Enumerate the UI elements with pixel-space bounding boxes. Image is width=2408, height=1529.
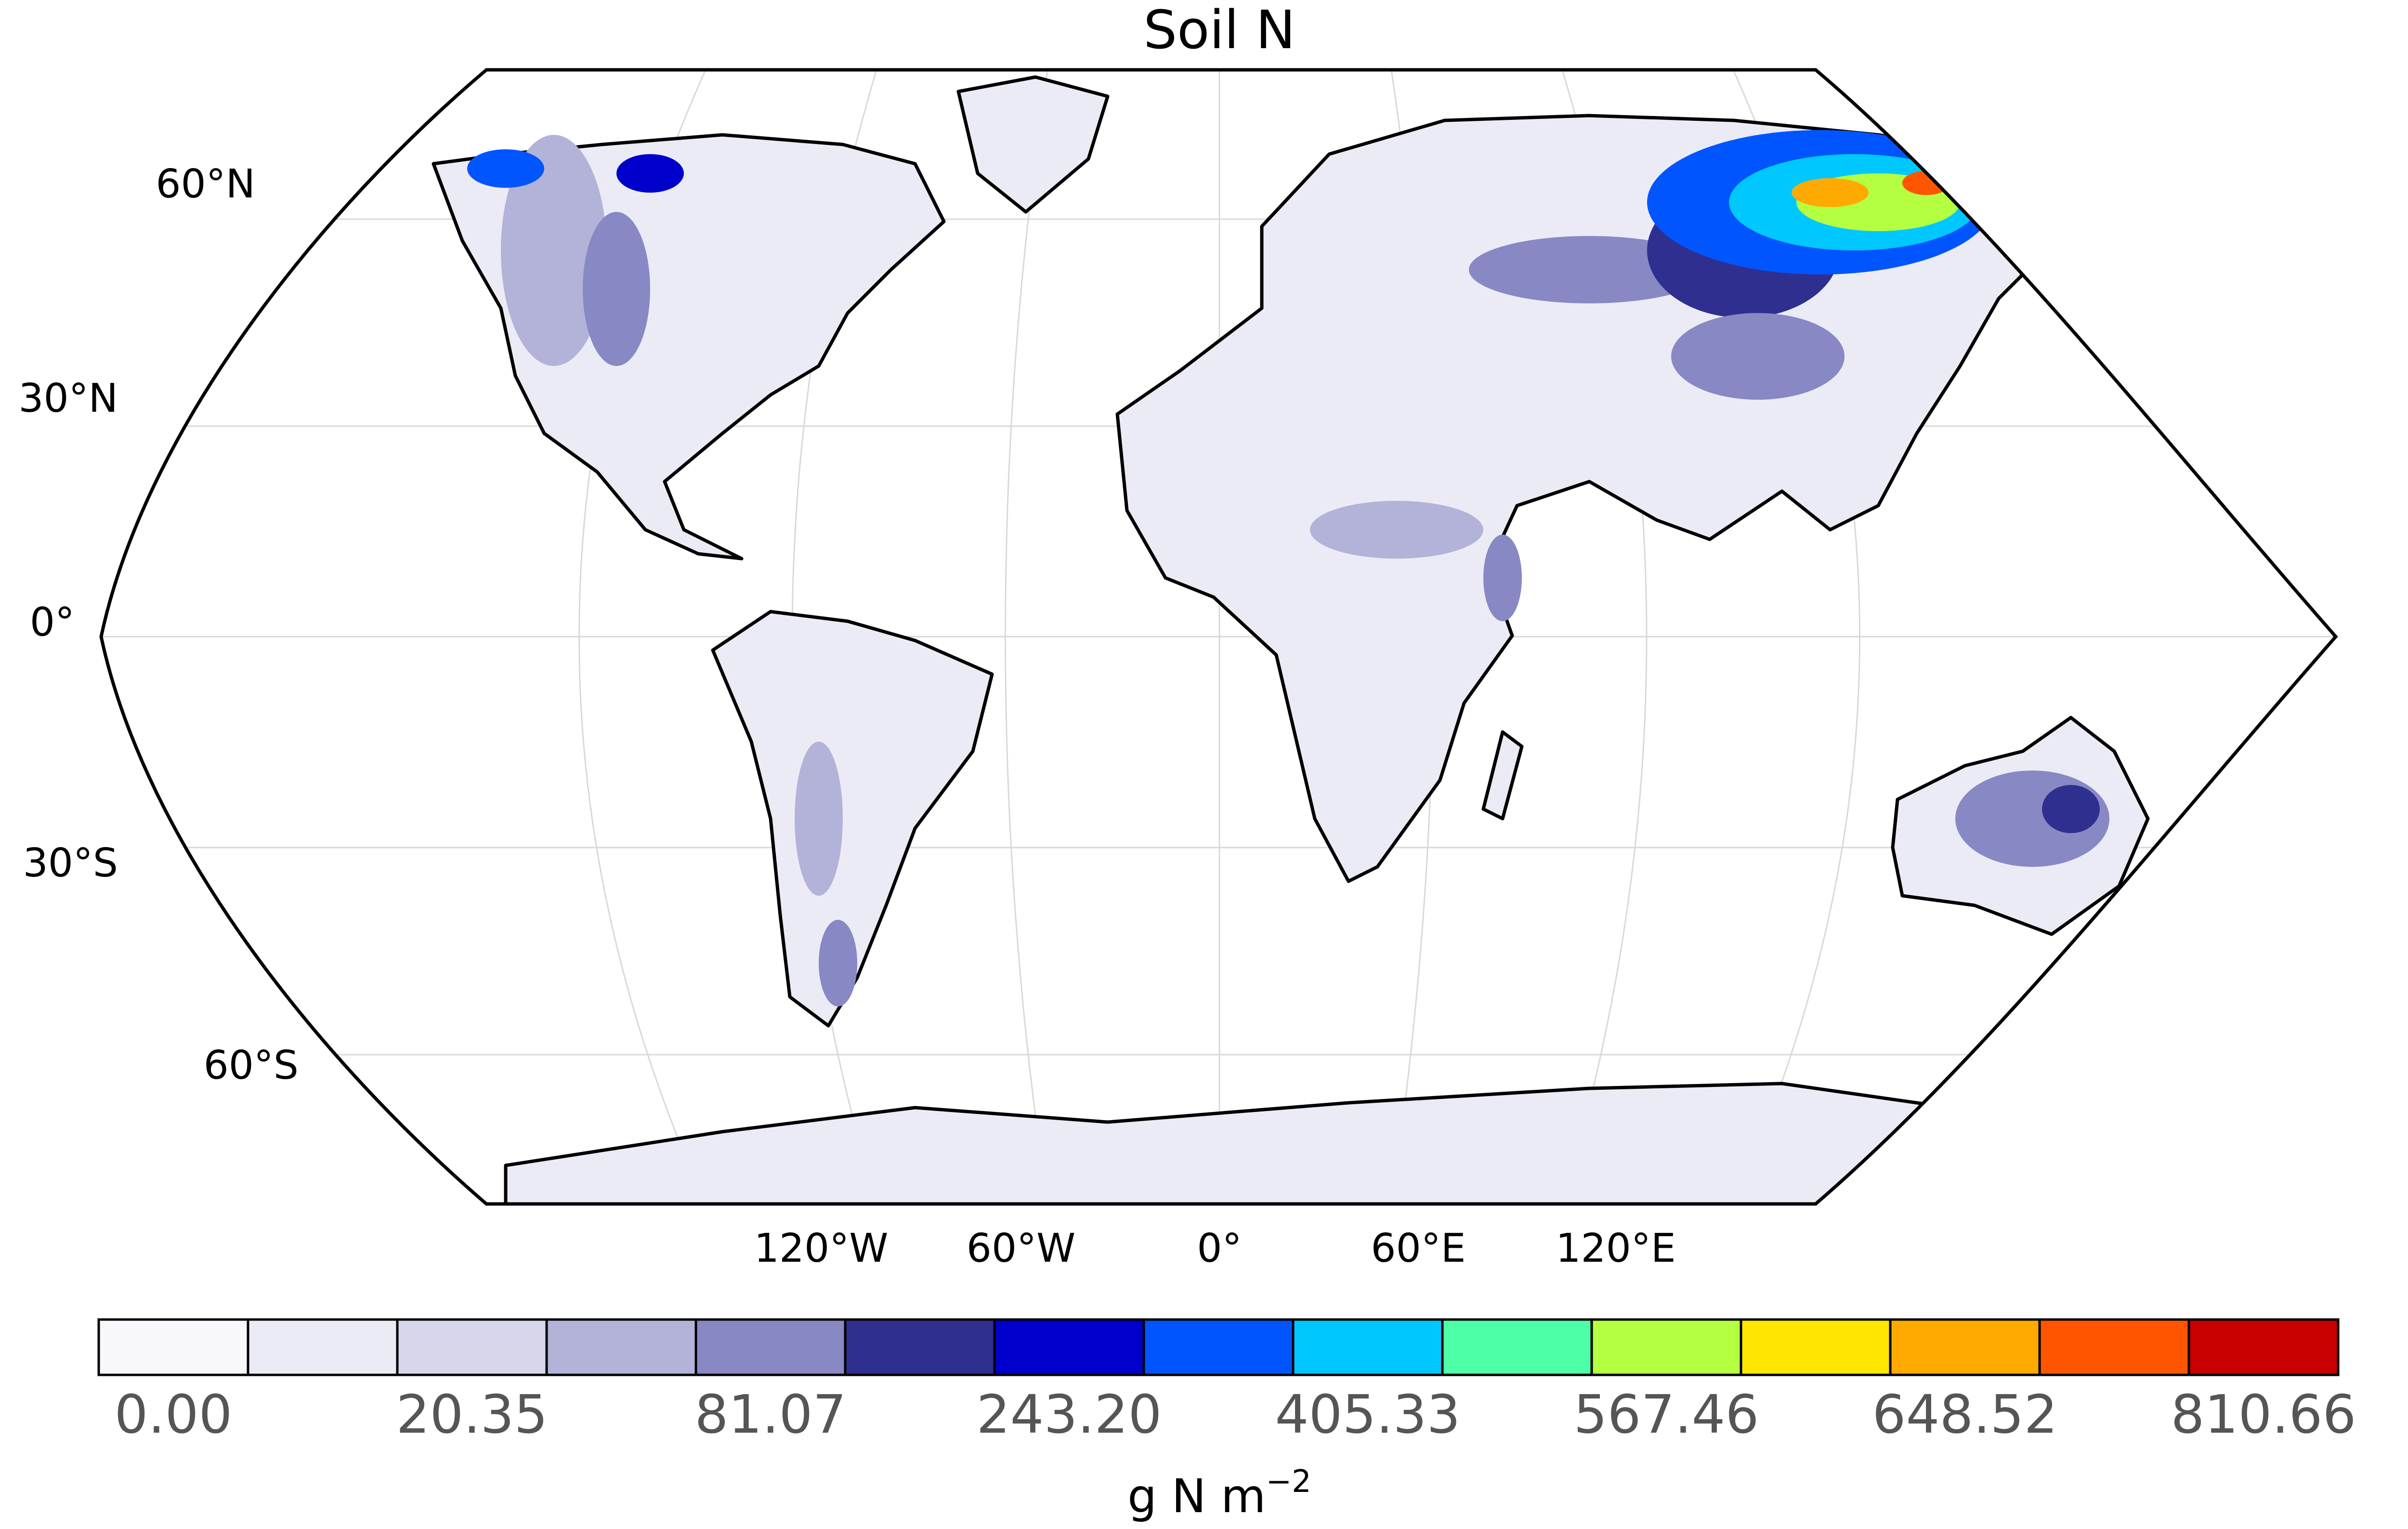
colorbar-swatch xyxy=(545,1318,697,1376)
colorbar-swatch xyxy=(1740,1318,1892,1376)
south-america xyxy=(711,610,994,1028)
lon-label-120w: 120°W xyxy=(754,1226,889,1271)
lon-label-60e: 60°E xyxy=(1371,1226,1466,1271)
lon-label-60w: 60°W xyxy=(967,1226,1075,1271)
colorbar-swatch xyxy=(396,1318,548,1376)
colorbar-tick-label: 0.00 xyxy=(115,1384,233,1445)
colorbar-tick-label: 81.07 xyxy=(695,1384,847,1445)
colorbar-tick-labels: 0.00 20.35 81.07 243.20 405.33 567.46 648.52 81… xyxy=(115,1384,2356,1445)
madagascar xyxy=(1481,730,1524,821)
colorbar-tick-label: 810.66 xyxy=(2171,1384,2356,1445)
colorbar-swatch xyxy=(844,1318,996,1376)
colorbar-swatch xyxy=(993,1318,1145,1376)
africa-eurasia xyxy=(1115,114,2073,883)
colorbar-swatch xyxy=(2038,1318,2190,1376)
colorbar-swatch xyxy=(97,1318,249,1376)
colorbar-tick-label: 20.35 xyxy=(396,1384,548,1445)
globe-outline xyxy=(99,68,2338,1206)
lat-label-60n: 60°N xyxy=(156,161,255,207)
lon-label-0: 0° xyxy=(1197,1226,1242,1271)
unit-base: g N m xyxy=(1127,1469,1266,1523)
colorbar-swatches xyxy=(97,1318,2340,1376)
colorbar-swatch xyxy=(1441,1318,1593,1376)
map-title: Soil N xyxy=(1143,0,1296,61)
colorbar-swatch xyxy=(2187,1318,2340,1376)
lat-label-0: 0° xyxy=(30,600,75,645)
lat-label-30s: 30°S xyxy=(23,840,118,886)
latitude-labels: 60°N 30°N 0° 30°S 60°S xyxy=(18,161,299,1088)
colorbar-unit-label: g N m−2 xyxy=(1127,1464,1311,1523)
longitude-labels: 120°W 60°W 0° 60°E 120°E xyxy=(754,1226,1676,1271)
antarctica xyxy=(504,1082,2001,1204)
colorbar-swatch xyxy=(1590,1318,1742,1376)
colorbar-tick-label: 243.20 xyxy=(977,1384,1162,1445)
colorbar-swatch xyxy=(1142,1318,1295,1376)
colorbar-swatch xyxy=(694,1318,847,1376)
lat-label-60s: 60°S xyxy=(204,1043,299,1088)
colorbar: 0.00 20.35 81.07 243.20 405.33 567.46 648.52 81… xyxy=(97,1318,2356,1523)
lon-label-120e: 120°E xyxy=(1556,1226,1675,1271)
soil-n-hotspots xyxy=(467,130,2109,1006)
colorbar-swatch xyxy=(1889,1318,2041,1376)
colorbar-swatch xyxy=(247,1318,399,1376)
colorbar-tick-label: 405.33 xyxy=(1275,1384,1461,1445)
colorbar-swatch xyxy=(1292,1318,1444,1376)
colorbar-tick-label: 648.52 xyxy=(1872,1384,2058,1445)
unit-exponent: −2 xyxy=(1266,1464,1311,1500)
greenland xyxy=(956,75,1110,214)
colorbar-tick-label: 567.46 xyxy=(1574,1384,1759,1445)
lat-label-30n: 30°N xyxy=(18,376,118,421)
